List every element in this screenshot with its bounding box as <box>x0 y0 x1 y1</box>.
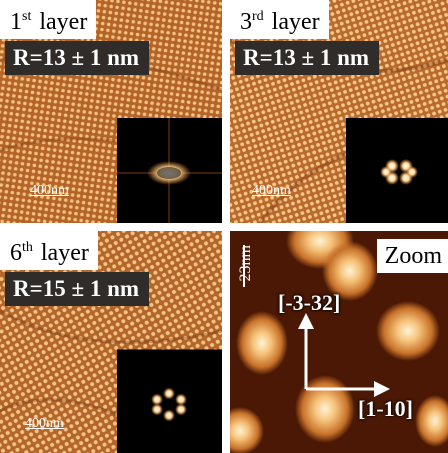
fft-inset <box>117 118 222 223</box>
scale-bar-label: 23nm <box>237 245 254 282</box>
afm-panel-layer-3: 3rd layer R=13 ± 1 nm 400nm <box>230 0 448 223</box>
scale-bar-label: 400nm <box>30 183 69 198</box>
layer-title: 6th layer <box>0 231 98 270</box>
afm-image-zoom <box>230 231 448 453</box>
radius-badge: R=13 ± 1 nm <box>5 41 150 75</box>
fft-inset <box>346 118 448 223</box>
direction-label-right: [1-10] <box>358 396 413 421</box>
direction-label-up: [-3-32] <box>278 290 341 315</box>
radius-badge: R=15 ± 1 nm <box>5 272 150 306</box>
afm-panel-layer-6: 6th layer R=15 ± 1 nm 400nm <box>0 231 222 453</box>
afm-panel-layer-1: 1st layer R=13 ± 1 nm 400nm <box>0 0 222 223</box>
scale-bar-label: 400nm <box>25 416 64 431</box>
layer-title: 1st layer <box>0 0 97 39</box>
scale-bar-label: 400nm <box>252 183 291 198</box>
fft-inset <box>117 349 222 453</box>
zoom-label: Zoom <box>376 239 448 273</box>
layer-title: 3rd layer <box>230 0 329 39</box>
radius-badge: R=13 ± 1 nm <box>235 41 380 75</box>
afm-panel-zoom: Zoom 23nm [-3-32] [1-10] <box>230 231 448 453</box>
